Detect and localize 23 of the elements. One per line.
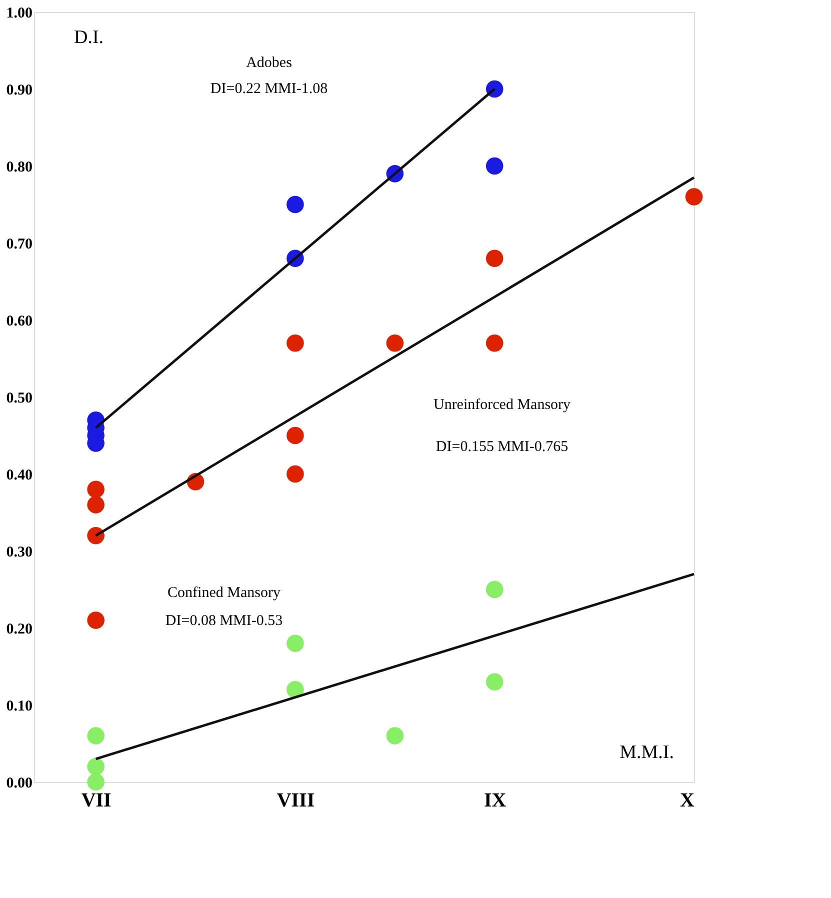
y-tick-label: 1.00: [6, 6, 32, 22]
annotation: DI=0.155 MMI-0.765: [436, 439, 568, 455]
y-axis-title: D.I.: [74, 27, 104, 48]
annotation: Adobes: [246, 55, 292, 71]
y-tick-label: 0.80: [6, 160, 32, 176]
y-tick-label: 0.50: [6, 390, 32, 406]
x-tick-label: IX: [484, 790, 507, 812]
annotation: DI=0.08 MMI-0.53: [165, 613, 283, 629]
annotation: DI=0.22 MMI-1.08: [210, 81, 328, 97]
y-tick-label: 0.60: [6, 314, 32, 330]
y-tick-label: 0.90: [6, 82, 32, 98]
y-tick-label: 0.30: [6, 544, 32, 560]
x-tick-label: VIII: [276, 790, 315, 812]
x-tick-label: VII: [81, 790, 112, 812]
annotation: Unreinforced Mansory: [433, 397, 572, 413]
y-tick-label: 0.00: [6, 776, 32, 792]
x-axis-title: M.M.I.: [620, 742, 674, 763]
y-tick-label: 0.10: [6, 698, 32, 714]
y-tick-label: 0.70: [6, 236, 32, 252]
y-tick-label: 0.20: [6, 622, 32, 638]
y-tick-label: 0.40: [6, 468, 32, 484]
annotation: Confined Mansory: [168, 585, 281, 601]
x-tick-label: X: [680, 790, 696, 812]
